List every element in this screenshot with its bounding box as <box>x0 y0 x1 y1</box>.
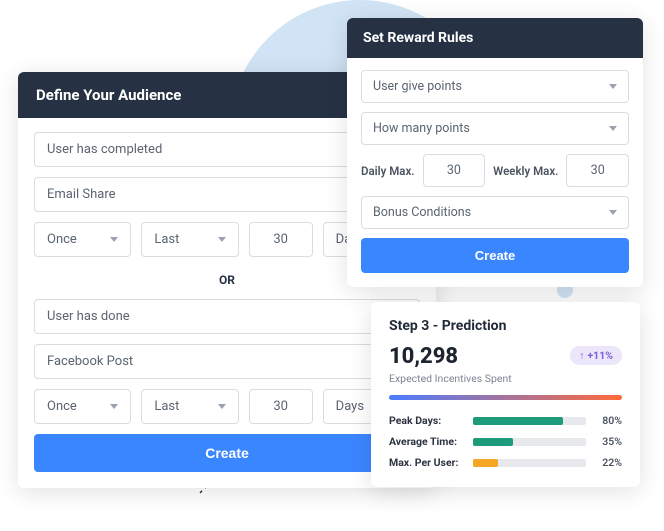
trend-value: +11% <box>587 349 613 362</box>
select-user-done[interactable]: User has done <box>34 299 420 334</box>
select-label: Once <box>47 232 77 247</box>
metric-label: Average Time: <box>389 435 467 448</box>
metric-bar <box>473 459 586 467</box>
select-label: Last <box>154 399 179 414</box>
select-label: User give points <box>373 79 462 94</box>
daily-max-label: Daily Max. <box>361 164 415 178</box>
weekly-max-label: Weekly Max. <box>493 164 558 178</box>
chevron-down-icon <box>218 404 226 409</box>
prediction-card: Step 3 - Prediction 10,298 Expected Ince… <box>371 302 640 487</box>
daily-max-value[interactable]: 30 <box>423 154 486 187</box>
chevron-down-icon <box>609 210 617 215</box>
arrow-up-icon: ↑ <box>579 349 584 362</box>
select-give-points[interactable]: User give points <box>361 70 629 103</box>
chevron-down-icon <box>609 126 617 131</box>
prediction-value: 10,298 <box>389 346 512 368</box>
metric-label: Peak Days: <box>389 414 467 427</box>
create-button[interactable]: Create <box>34 434 420 472</box>
select-label: Email Share <box>47 187 116 202</box>
metric-value: 22% <box>592 456 622 469</box>
weekly-max-value[interactable]: 30 <box>566 154 629 187</box>
metric-value: 35% <box>592 435 622 448</box>
metric-average-time: Average Time: 35% <box>389 435 622 448</box>
metric-label: Max. Per User: <box>389 456 467 469</box>
select-last[interactable]: Last <box>141 389 238 424</box>
metric-peak-days: Peak Days: 80% <box>389 414 622 427</box>
metric-bar-fill <box>473 438 513 446</box>
select-label: Once <box>47 399 77 414</box>
select-once[interactable]: Once <box>34 389 131 424</box>
trend-badge: ↑ +11% <box>570 346 622 365</box>
metric-max-per-user: Max. Per User: 22% <box>389 456 622 469</box>
select-label: Facebook Post <box>47 354 133 369</box>
prediction-title: Step 3 - Prediction <box>389 318 622 334</box>
metric-value: 80% <box>592 414 622 427</box>
reward-card: Set Reward Rules User give points How ma… <box>347 18 643 287</box>
select-facebook-post[interactable]: Facebook Post <box>34 344 420 379</box>
gradient-bar <box>389 395 622 400</box>
select-label: How many points <box>373 121 470 136</box>
metric-bar <box>473 438 586 446</box>
select-once[interactable]: Once <box>34 222 131 257</box>
select-label: User has done <box>47 309 130 324</box>
days-value[interactable]: 30 <box>249 389 313 424</box>
select-label: Last <box>154 232 179 247</box>
chevron-down-icon <box>609 84 617 89</box>
metric-bar-fill <box>473 459 498 467</box>
metric-bar-fill <box>473 417 563 425</box>
select-label: User has completed <box>47 142 162 157</box>
chevron-down-icon <box>218 237 226 242</box>
chevron-down-icon <box>110 237 118 242</box>
days-value[interactable]: 30 <box>249 222 313 257</box>
select-label: Days <box>336 399 364 414</box>
reward-title: Set Reward Rules <box>347 18 643 58</box>
metric-bar <box>473 417 586 425</box>
prediction-subtext: Expected Incentives Spent <box>389 372 512 385</box>
select-last[interactable]: Last <box>141 222 238 257</box>
select-label: Bonus Conditions <box>373 205 471 220</box>
chevron-down-icon <box>110 404 118 409</box>
create-button[interactable]: Create <box>361 238 629 273</box>
select-bonus-conditions[interactable]: Bonus Conditions <box>361 196 629 229</box>
select-how-many[interactable]: How many points <box>361 112 629 145</box>
